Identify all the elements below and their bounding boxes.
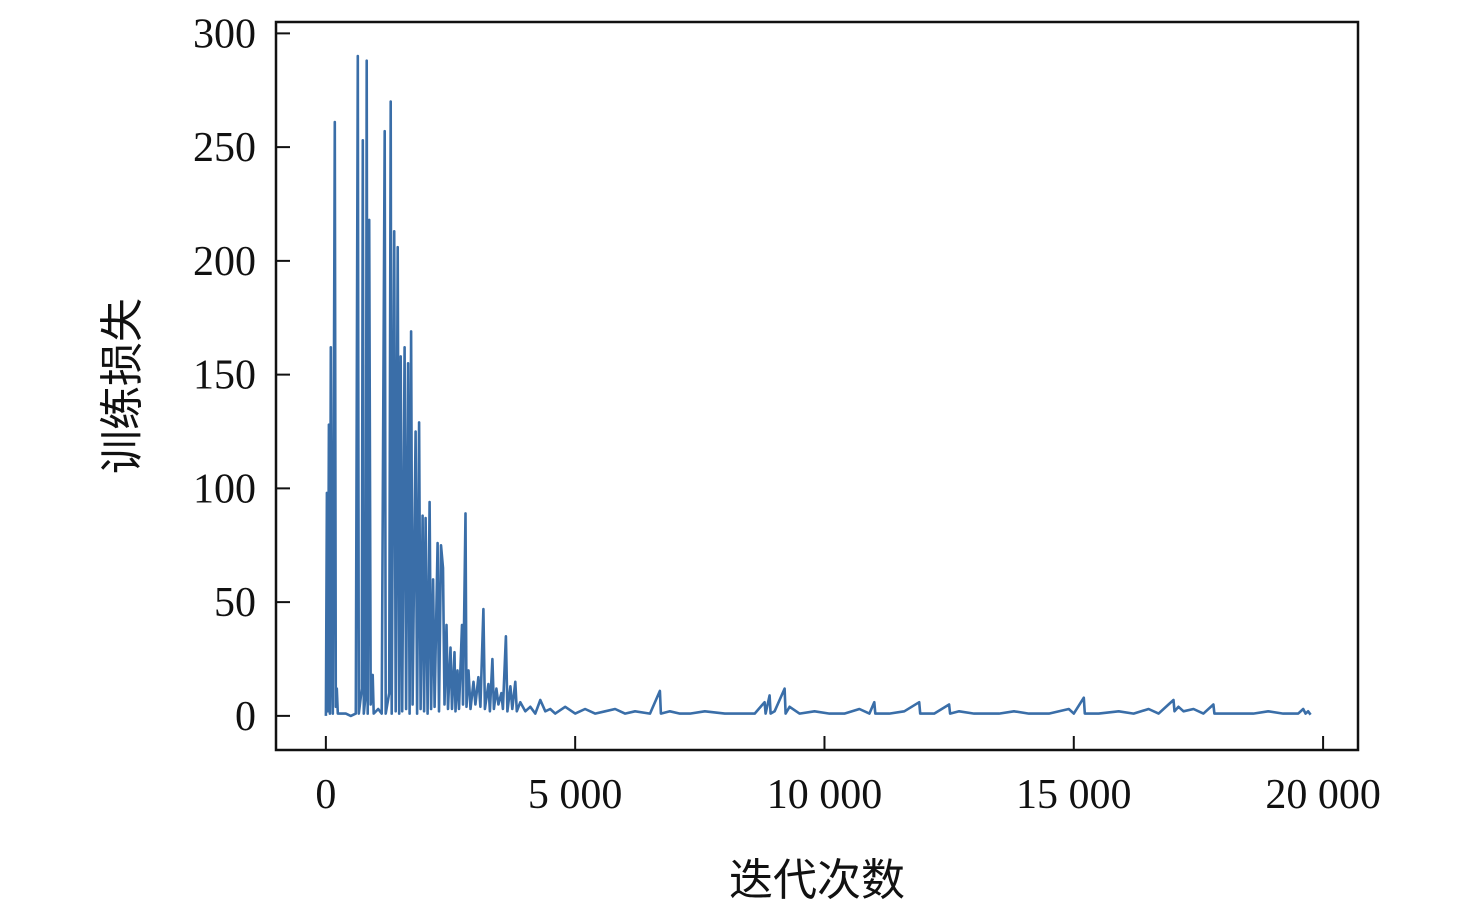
loss-series-line [324, 54, 1312, 718]
x-tick-label: 5 000 [528, 772, 623, 818]
y-tick-label: 250 [193, 125, 256, 171]
y-axis: 0 50 100 150 200 250 300 [193, 11, 290, 740]
x-axis: 0 5 000 10 000 15 000 20 000 [315, 736, 1381, 818]
x-axis-label: 迭代次数 [729, 855, 905, 906]
x-tick-label: 0 [315, 772, 336, 818]
y-tick-label: 300 [193, 11, 256, 57]
plot-frame [274, 20, 1360, 752]
x-tick-label: 20 000 [1265, 772, 1381, 818]
y-tick-label: 150 [193, 353, 256, 399]
y-tick-label: 200 [193, 239, 256, 285]
y-tick-label: 100 [193, 466, 256, 512]
x-tick-label: 15 000 [1016, 772, 1132, 818]
y-tick-label: 0 [235, 694, 256, 740]
x-tick-label: 10 000 [767, 772, 883, 818]
y-tick-label: 50 [214, 580, 256, 626]
y-axis-label: 训练损失 [97, 298, 148, 474]
loss-series [324, 54, 1312, 718]
